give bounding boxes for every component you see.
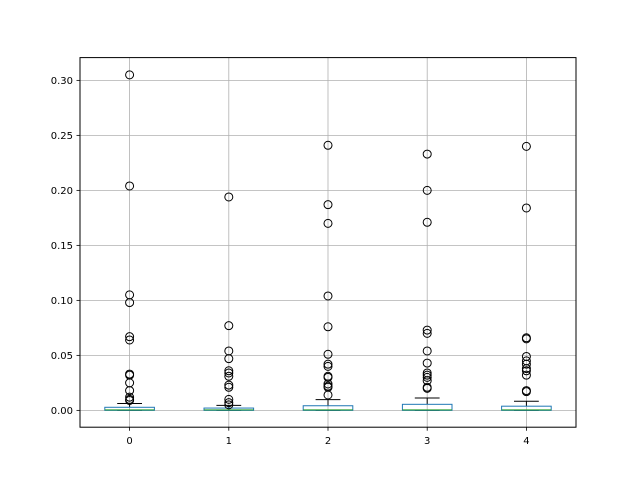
flier-point (125, 298, 135, 308)
flier-point (422, 346, 432, 356)
flier-point (224, 371, 234, 381)
flier-point (224, 400, 234, 410)
flier-point (323, 349, 333, 359)
flier-point (323, 218, 333, 228)
flier-point (125, 332, 135, 342)
x-tick-label: 3 (424, 436, 430, 447)
flier-point (422, 383, 432, 393)
flier-point (521, 370, 531, 380)
flier-point (422, 185, 432, 195)
box (104, 406, 155, 411)
box-group-4 (501, 141, 552, 411)
box (401, 403, 453, 411)
flier-point (224, 380, 234, 390)
grid-lines (80, 57, 576, 428)
box-group-1 (203, 192, 255, 411)
flier-point (323, 200, 333, 210)
x-tick-label: 2 (325, 436, 331, 447)
flier-point (224, 368, 234, 378)
box-marks (104, 70, 552, 411)
flier-point (323, 372, 333, 382)
flier-point (422, 149, 432, 159)
flier-point (125, 386, 135, 396)
flier-point (323, 140, 333, 150)
flier-point (224, 321, 234, 331)
flier-point (224, 192, 234, 202)
axis-ticks: 0.00 0.05 0.10 0.15 0.20 0.25 0.30 0 1 2 3 4 (51, 76, 530, 447)
box-group-3 (401, 149, 453, 411)
flier-point (323, 379, 333, 389)
flier-point (224, 354, 234, 364)
flier-point (521, 359, 531, 369)
flier-point (521, 364, 531, 374)
flier-point (323, 322, 333, 332)
y-tick-label: 0.20 (51, 186, 73, 197)
flier-point (422, 217, 432, 227)
flier-point (224, 394, 234, 404)
flier-point (224, 366, 234, 376)
flier-point (521, 334, 531, 344)
flier-point (125, 335, 135, 345)
flier-point (323, 390, 333, 400)
flier-point (521, 387, 531, 397)
y-tick-label: 0.30 (51, 76, 73, 87)
y-tick-label: 0.00 (51, 406, 73, 417)
y-tick-label: 0.25 (51, 131, 73, 142)
flier-point (422, 372, 432, 382)
box (501, 405, 552, 411)
flier-point (521, 366, 531, 376)
flier-point (422, 328, 432, 338)
flier-point (422, 325, 432, 335)
box-group-2 (302, 140, 354, 411)
flier-point (224, 398, 234, 408)
flier-point (224, 382, 234, 392)
y-tick-label: 0.15 (51, 241, 73, 252)
x-tick-label: 4 (523, 436, 529, 447)
flier-point (323, 361, 333, 371)
flier-point (125, 395, 135, 405)
box (302, 405, 354, 411)
flier-point (521, 141, 531, 151)
x-tick-label: 0 (126, 436, 132, 447)
flier-point (125, 392, 135, 402)
flier-point (323, 291, 333, 301)
box-group-0 (104, 70, 155, 411)
flier-point (323, 359, 333, 369)
flier-point (125, 181, 135, 191)
flier-point (422, 358, 432, 368)
flier-point (521, 203, 531, 213)
flier-point (422, 370, 432, 380)
flier-point (125, 70, 135, 80)
x-tick-label: 1 (226, 436, 232, 447)
y-tick-label: 0.10 (51, 296, 73, 307)
y-tick-label: 0.05 (51, 351, 73, 362)
